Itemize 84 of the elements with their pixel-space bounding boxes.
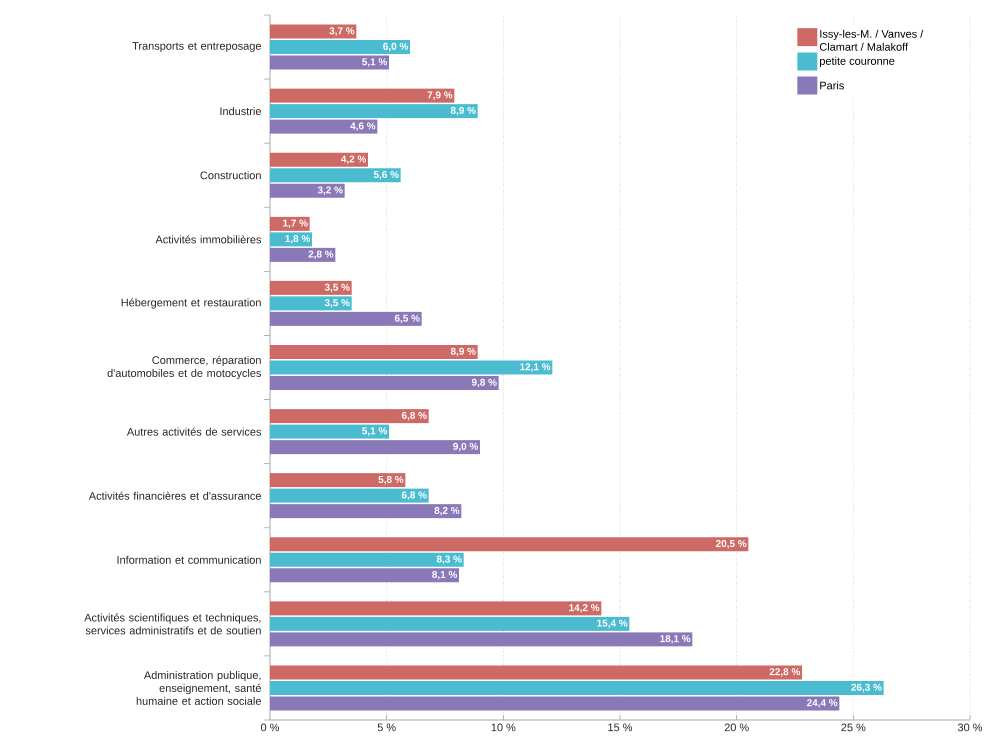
y-tick-label: Commerce, réparation d'automobiles et de motocycles (108, 356, 262, 380)
data-label: 7,9 % (428, 91, 452, 100)
legend-label: Paris (820, 81, 844, 90)
bar (270, 104, 478, 118)
data-label: 24,4 % (806, 699, 838, 708)
data-label: 9,8 % (472, 378, 497, 388)
bar (270, 280, 352, 295)
data-label: 3,5 % (324, 299, 350, 308)
data-label: 1,8 % (285, 235, 310, 244)
bar (270, 312, 422, 326)
bar (270, 184, 345, 198)
bar (270, 120, 378, 134)
data-label: 18,1 % (660, 635, 690, 644)
bar (270, 56, 389, 70)
bar (270, 40, 410, 54)
data-label: 2,8 % (308, 250, 334, 260)
data-label: 5,1 % (362, 58, 388, 67)
data-label: 5,1 % (362, 427, 388, 436)
y-tick-label: Industrie (220, 107, 261, 116)
x-tick-label: 10 % (492, 724, 516, 732)
data-label: 26,3 % (851, 684, 882, 692)
bar (270, 473, 406, 488)
data-label: 3,7 % (329, 27, 354, 36)
data-label: 6,8 % (402, 412, 427, 420)
y-tick-label: Hébergement et restauration (122, 298, 261, 309)
data-label: 15,4 % (597, 620, 628, 628)
data-label: 12,1 % (520, 363, 550, 372)
bar (270, 168, 401, 182)
data-label: 8,1 % (432, 571, 458, 580)
x-tick-label: 5 % (378, 724, 396, 732)
y-tick-label: Autres activités de services (126, 428, 262, 436)
bar (270, 248, 336, 262)
y-tick-label: Administration publique, enseignement, santé humaine et action sociale (136, 670, 261, 705)
x-tick-label: 15 % (608, 724, 632, 732)
data-label: 8,2 % (434, 506, 460, 516)
data-label: 5,8 % (378, 476, 404, 484)
bar (270, 344, 478, 359)
data-label: 20,5 % (716, 540, 746, 549)
legend-label: petite couronne (820, 56, 894, 68)
bar (270, 88, 454, 103)
bar (270, 152, 368, 167)
data-label: 14,2 % (569, 604, 600, 613)
bar (270, 488, 429, 503)
data-label: 8,9 % (450, 348, 476, 356)
data-label: 5,6 % (374, 170, 399, 180)
bar (270, 409, 429, 424)
bar (270, 296, 352, 310)
data-label: 4,2 % (340, 155, 366, 164)
bar (270, 665, 802, 680)
y-tick-label: Transports et entreposage (132, 42, 261, 52)
bar (270, 601, 602, 616)
data-label: 6,8 % (402, 491, 427, 500)
bar (270, 680, 884, 695)
bar (270, 360, 552, 374)
data-label: 8,3 % (436, 556, 462, 564)
x-tick-label: 0 % (260, 724, 280, 732)
y-tick-label: Information et communication (118, 556, 261, 564)
data-label: 22,8 % (770, 668, 800, 677)
y-tick-label: Activités scientifiques et techniques, services administratifs et de soutien (84, 613, 261, 634)
x-tick-label: 20 % (724, 724, 749, 732)
bar (270, 696, 840, 710)
x-tick-label: 25 % (841, 724, 866, 732)
y-tick-label: Activités financières et d'assurance (88, 492, 261, 500)
data-label: 3,5 % (324, 284, 350, 292)
bar (270, 537, 748, 552)
bar (270, 552, 464, 567)
data-label: 4,6 % (350, 122, 376, 131)
bar (270, 376, 499, 390)
bar (270, 504, 462, 518)
data-label: 3,2 % (318, 186, 343, 195)
bar (270, 632, 692, 646)
x-tick-label: 30 % (958, 724, 982, 732)
y-tick-label: Activités immobilières (156, 235, 262, 244)
y-tick-label: Construction (200, 171, 261, 180)
data-label: 6,0 % (383, 42, 408, 52)
bar (270, 24, 356, 39)
bar (270, 440, 480, 454)
data-label: 9,0 % (453, 442, 478, 452)
bar (270, 616, 630, 631)
bar (270, 424, 389, 439)
data-label: 1,7 % (283, 220, 308, 228)
data-label: 8,9 % (450, 106, 476, 116)
data-label: 6,5 % (394, 314, 420, 324)
bar (270, 568, 459, 582)
